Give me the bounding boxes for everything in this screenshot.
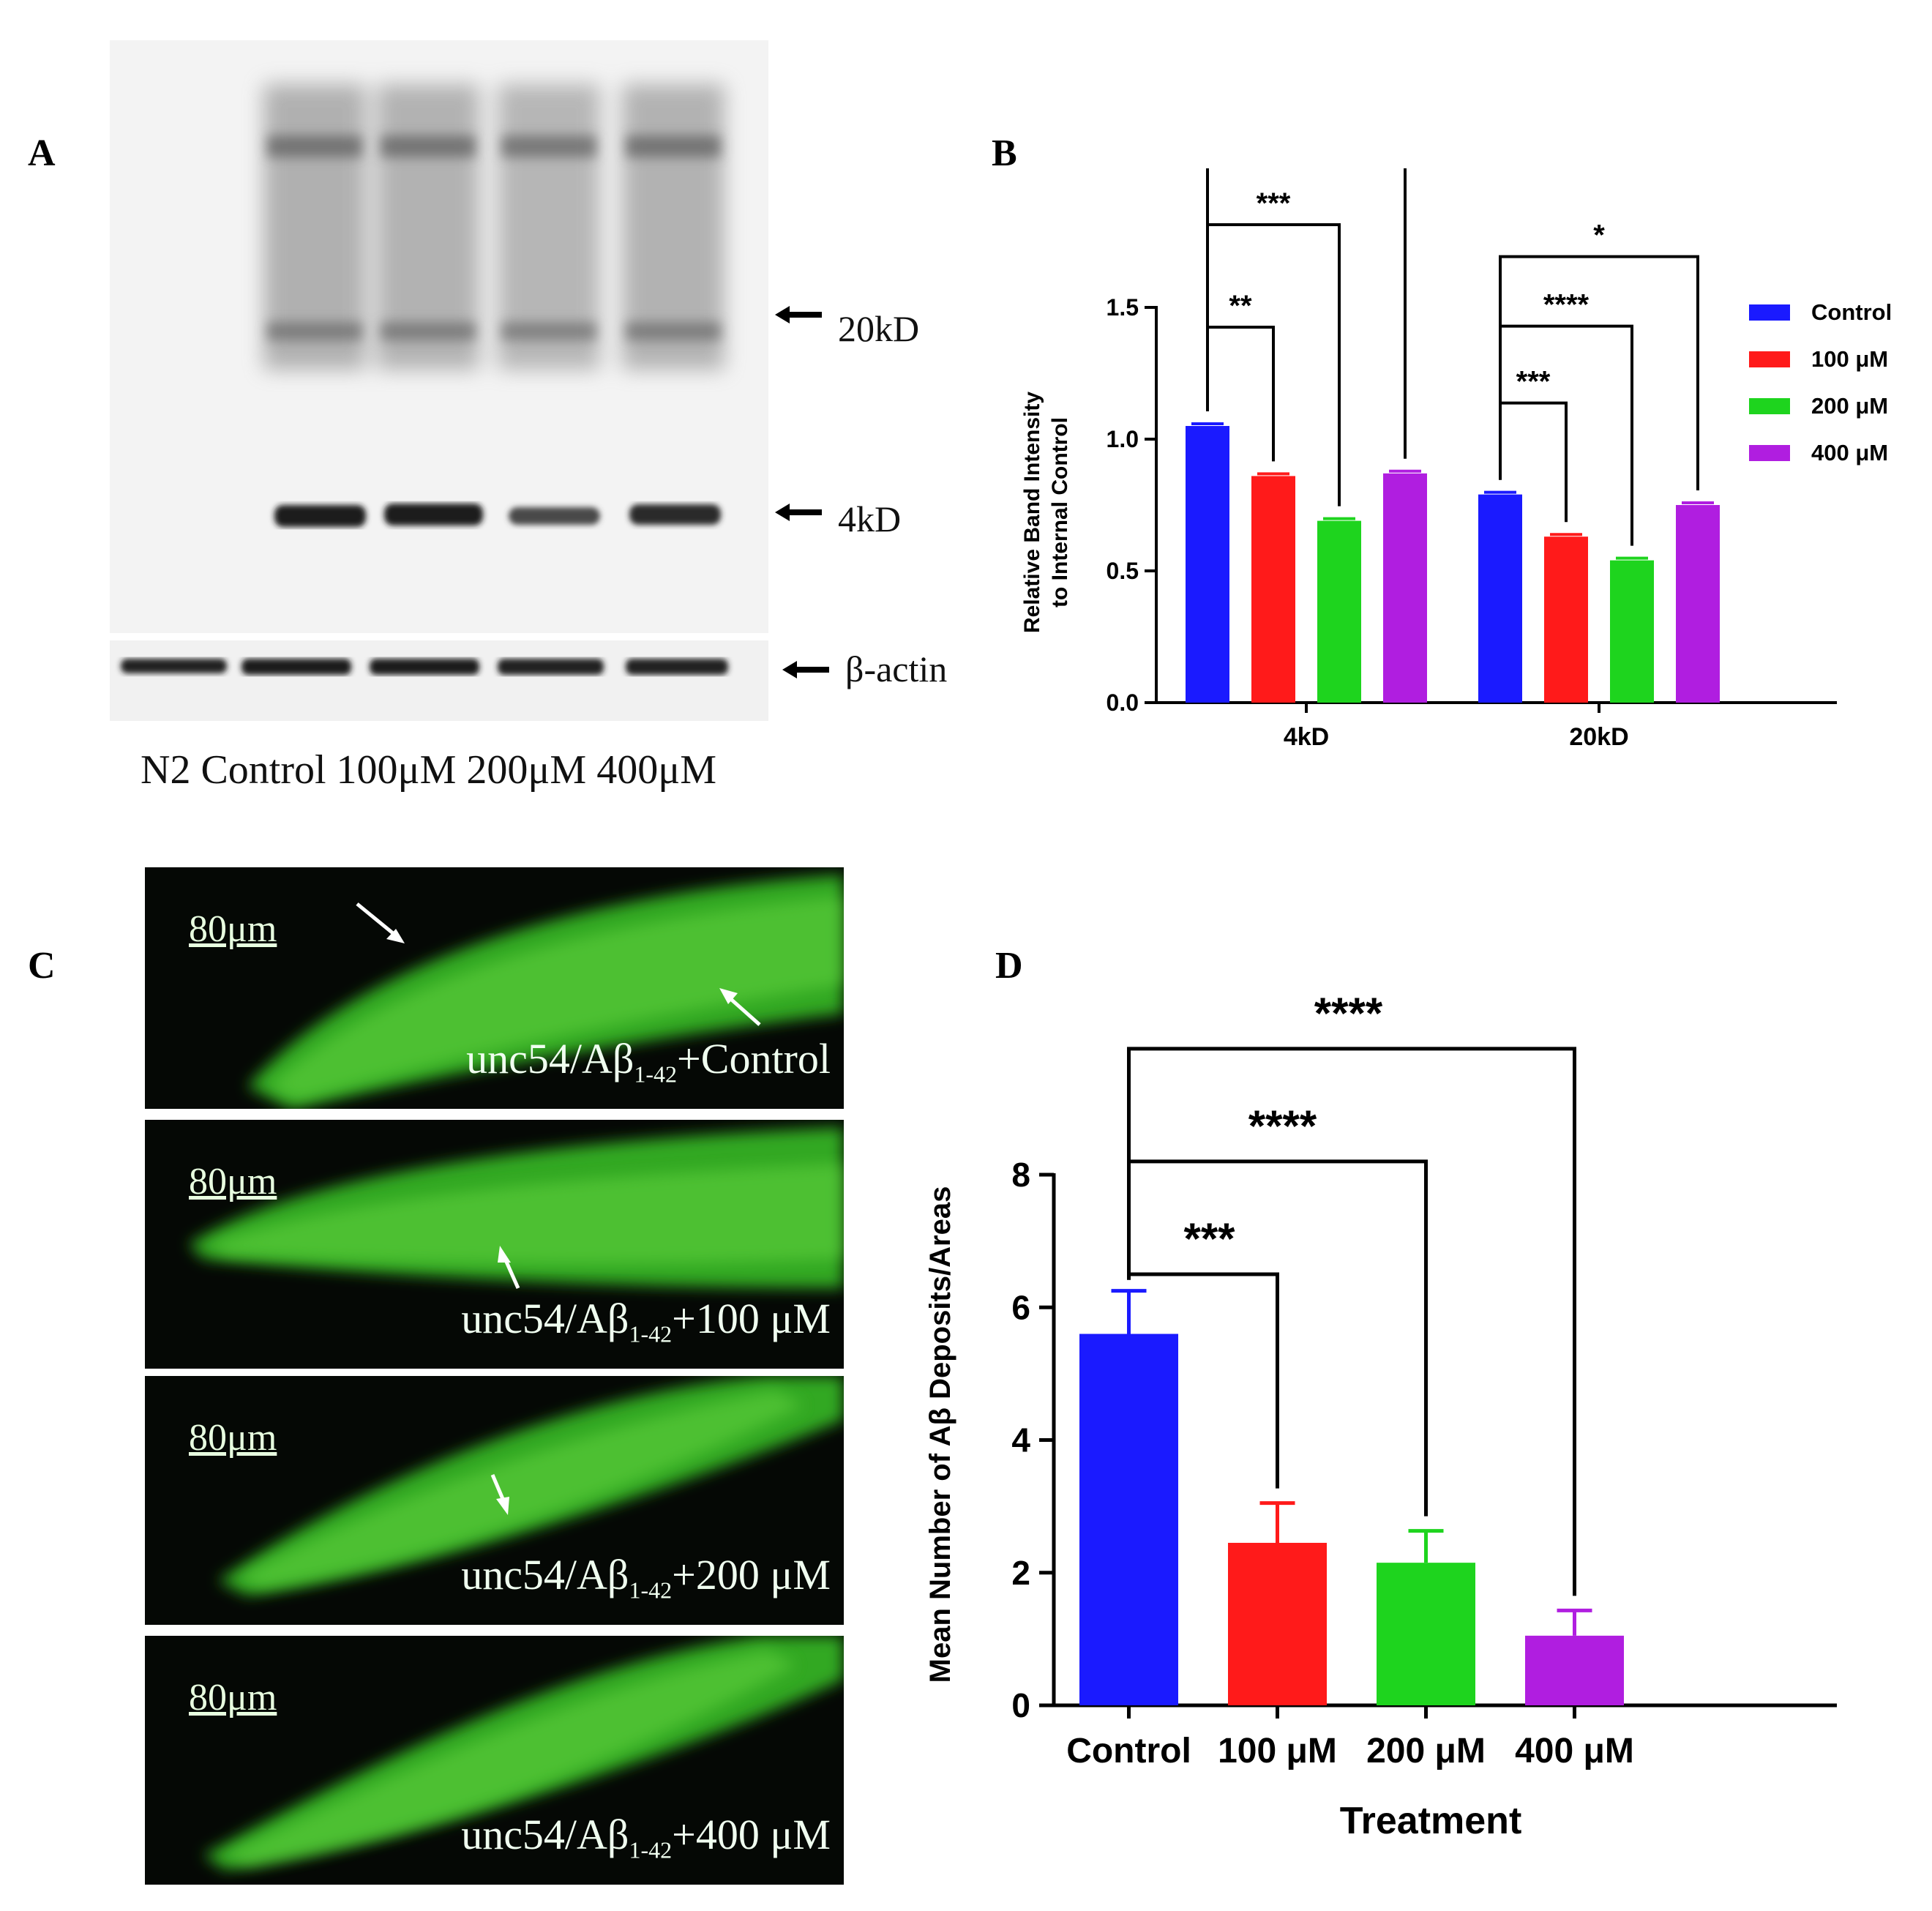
western-blot-image xyxy=(110,40,768,721)
bar-4kD-0 xyxy=(1186,426,1229,703)
legend-swatch xyxy=(1749,398,1790,414)
y-tick-label: 6 xyxy=(1011,1288,1030,1326)
significance-label: *** xyxy=(1516,366,1551,398)
y-tick-label: 4 xyxy=(1011,1421,1030,1459)
x-tick-label: 400 μM xyxy=(1515,1732,1634,1770)
bar-20kD-3 xyxy=(1676,505,1720,703)
significance-bracket xyxy=(1206,168,1407,459)
y-axis-label-line1: Relative Band Intensity xyxy=(1020,392,1044,633)
y-tick-label: 8 xyxy=(1011,1156,1030,1194)
x-tick-label: 4kD xyxy=(1284,723,1329,751)
x-tick-label: 100 μM xyxy=(1218,1732,1337,1770)
significance-label: **** xyxy=(1543,289,1590,321)
marker-4kd-label: 4kD xyxy=(838,498,902,539)
legend-label: 100 μM xyxy=(1811,346,1888,372)
panel-letter-c: C xyxy=(28,945,56,987)
legend-label: 200 μM xyxy=(1811,393,1888,419)
scale-bar-label: 80μm xyxy=(189,908,277,950)
bar-20kD-0 xyxy=(1478,494,1522,703)
y-tick-label: 0.5 xyxy=(1107,558,1139,584)
scale-bar-label: 80μm xyxy=(189,1161,277,1203)
arrow-actin-icon xyxy=(782,661,829,678)
y-axis-label: Mean Number of Aβ Deposits/Areas xyxy=(924,1186,956,1683)
x-tick-label: 20kD xyxy=(1569,723,1628,751)
legend-label: 400 μM xyxy=(1811,440,1888,465)
bar-2 xyxy=(1377,1563,1475,1705)
micro-panel-control: 80μm unc54/Aβ1-42+Control xyxy=(145,867,844,1109)
significance-bracket xyxy=(1499,255,1699,490)
x-tick-label: Control xyxy=(1066,1732,1191,1770)
panel-letter-a: A xyxy=(28,132,56,174)
chart-d: 0 2 4 6 8 Mean Number of Aβ Deposits/Areas Tre… xyxy=(924,989,1837,1842)
panel-letter-d: D xyxy=(995,945,1023,987)
bar-20kD-1 xyxy=(1544,536,1588,703)
y-tick-label: 2 xyxy=(1011,1554,1030,1592)
bar-4kD-2 xyxy=(1317,520,1361,703)
arrow-20kd-icon xyxy=(775,306,822,324)
legend-label: Control xyxy=(1811,299,1892,325)
significance-label: * xyxy=(1593,220,1605,252)
micro-panel-100: 80μm unc54/Aβ1-42+100 μM xyxy=(145,1120,844,1369)
condition-label-200: unc54/Aβ1-42+200 μM xyxy=(461,1551,831,1604)
x-tick-label: 200 μM xyxy=(1366,1732,1486,1770)
bar-3 xyxy=(1525,1635,1624,1705)
y-tick-label: 0.0 xyxy=(1107,689,1139,716)
bar-4kD-3 xyxy=(1383,473,1427,703)
significance-label: *** xyxy=(1183,1214,1235,1263)
bar-4kD-1 xyxy=(1251,476,1295,703)
arrow-4kd-icon xyxy=(775,504,822,521)
y-tick-label: 1.5 xyxy=(1107,294,1139,321)
marker-20kd-label: 20kD xyxy=(838,308,920,349)
marker-actin-label: β-actin xyxy=(845,648,948,689)
y-axis-label-line2: to Internal Control xyxy=(1048,417,1072,607)
legend-swatch xyxy=(1749,351,1790,367)
y-tick-label: 0 xyxy=(1011,1686,1030,1724)
lane-labels: N2 Control 100μM 200μM 400μM xyxy=(141,747,717,793)
legend-swatch xyxy=(1749,304,1790,321)
micro-panel-200: 80μm unc54/Aβ1-42+200 μM xyxy=(145,1376,844,1625)
significance-label: *** xyxy=(1257,187,1291,220)
bar-20kD-2 xyxy=(1610,560,1654,703)
significance-label: **** xyxy=(1248,1102,1317,1151)
condition-label-100: unc54/Aβ1-42+100 μM xyxy=(461,1295,831,1347)
legend-swatch xyxy=(1749,445,1790,461)
panel-letter-b: B xyxy=(992,132,1017,174)
significance-label: **** xyxy=(1314,989,1383,1038)
condition-label-400: unc54/Aβ1-42+400 μM xyxy=(461,1811,831,1863)
micro-panel-400: 80μm unc54/Aβ1-42+400 μM xyxy=(145,1636,844,1885)
condition-label-control: unc54/Aβ1-42+Control xyxy=(466,1035,831,1088)
chart-b: 0.0 0.5 1.0 1.5 Relative Band Intensity to In… xyxy=(1020,168,1892,751)
bar-1 xyxy=(1228,1542,1327,1705)
y-tick-label: 1.0 xyxy=(1107,426,1139,452)
x-axis-label: Treatment xyxy=(1340,1800,1522,1842)
scale-bar-label: 80μm xyxy=(189,1677,277,1719)
significance-bracket xyxy=(1127,1047,1576,1596)
significance-label: ** xyxy=(1229,290,1252,322)
bar-0 xyxy=(1079,1334,1178,1705)
scale-bar-label: 80μm xyxy=(189,1417,277,1459)
